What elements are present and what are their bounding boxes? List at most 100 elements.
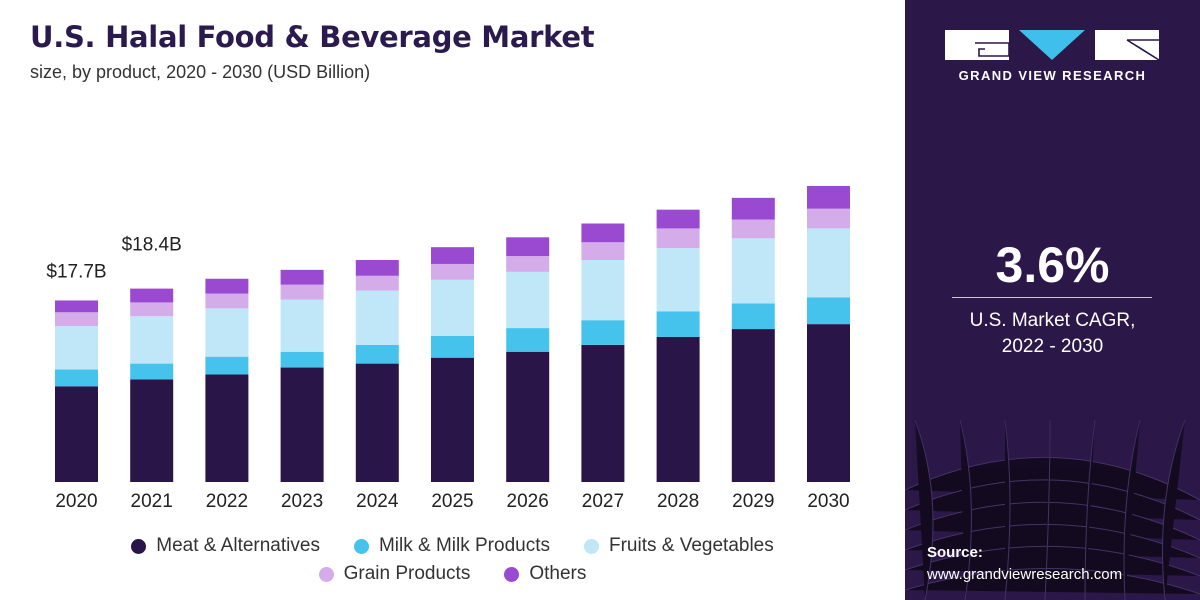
chart-panel: U.S. Halal Food & Beverage Market size, … xyxy=(0,20,905,588)
bar-segment-2025-meat xyxy=(431,357,474,482)
bar-segment-2027-others xyxy=(581,223,625,243)
cagr-value: 3.6% xyxy=(995,237,1110,293)
bar-segment-2020-others xyxy=(55,300,98,313)
bar-segment-2024-others xyxy=(355,260,399,276)
bar-segment-2022-meat xyxy=(205,374,249,482)
bar-segment-2023-grain xyxy=(280,284,324,300)
bar-segment-2021-meat xyxy=(130,379,174,482)
bar-segment-2022-grain xyxy=(205,293,249,309)
cagr-divider xyxy=(952,297,1152,298)
legend-swatch-meat xyxy=(131,538,147,554)
bar-segment-2027-grain xyxy=(581,242,625,260)
page-title: U.S. Halal Food & Beverage Market xyxy=(30,20,595,54)
bar-segment-2027-meat xyxy=(581,344,625,482)
bar-segment-2020-grain xyxy=(55,312,98,327)
bar-segment-2023-fruits xyxy=(280,299,324,352)
grid-decoration xyxy=(905,300,1200,600)
legend-item-grain: Grain Products xyxy=(318,563,471,585)
data-label-2021: $18.4B xyxy=(122,235,182,256)
bar-segment-2029-meat xyxy=(731,329,775,482)
legend-swatch-milk xyxy=(353,538,369,554)
bar-segment-2028-fruits xyxy=(656,248,700,312)
bar-segment-2027-fruits xyxy=(581,260,625,321)
legend-row-2: Grain Products Others xyxy=(0,560,905,588)
legend-swatch-grain xyxy=(318,566,334,582)
bar-segment-2030-milk xyxy=(807,297,850,325)
legend-label-milk: Milk & Milk Products xyxy=(378,535,550,556)
bar-segment-2024-grain xyxy=(355,275,399,291)
bar-segment-2029-others xyxy=(731,197,775,220)
x-tick-label-2028: 2028 xyxy=(657,491,699,512)
bar-segment-2020-fruits xyxy=(55,326,98,370)
bar-segment-2021-grain xyxy=(130,302,174,317)
legend-swatch-fruits xyxy=(583,538,599,554)
bar-segment-2029-grain xyxy=(731,219,775,239)
bar-segment-2022-milk xyxy=(205,356,249,375)
x-tick-label-2026: 2026 xyxy=(507,491,549,512)
source-link[interactable]: www.grandviewresearch.com xyxy=(927,566,1123,583)
brand-name: GRAND VIEW RESEARCH xyxy=(958,68,1147,83)
bar-segment-2023-others xyxy=(280,269,324,285)
bar-segment-2021-others xyxy=(130,288,174,303)
bar-segment-2022-others xyxy=(205,278,249,294)
x-tick-label-2024: 2024 xyxy=(356,491,399,512)
legend-label-grain: Grain Products xyxy=(343,563,471,584)
x-tick-label-2025: 2025 xyxy=(431,491,473,512)
cagr-label-line-2: 2022 - 2030 xyxy=(1001,336,1104,357)
bar-segment-2029-fruits xyxy=(731,238,775,304)
bar-segment-2022-fruits xyxy=(205,308,249,357)
legend-label-fruits: Fruits & Vegetables xyxy=(608,535,774,556)
bar-segment-2030-meat xyxy=(807,324,850,482)
bar-segment-2020-meat xyxy=(55,386,98,482)
bar-segment-2026-fruits xyxy=(506,271,550,329)
legend-item-milk: Milk & Milk Products xyxy=(353,535,550,557)
bar-segment-2028-grain xyxy=(656,228,700,249)
bar-segment-2025-fruits xyxy=(431,279,474,336)
legend-item-meat: Meat & Alternatives xyxy=(131,535,320,557)
x-tick-label-2022: 2022 xyxy=(206,491,248,512)
bar-segment-2023-milk xyxy=(280,351,324,368)
bar-segment-2021-milk xyxy=(130,363,174,380)
x-tick-label-2029: 2029 xyxy=(732,491,774,512)
x-tick-label-2030: 2030 xyxy=(807,491,849,512)
bar-segment-2028-milk xyxy=(656,311,700,337)
x-tick-label-2027: 2027 xyxy=(582,491,624,512)
bar-segment-2026-milk xyxy=(506,328,550,352)
bar-segment-2024-fruits xyxy=(355,290,399,345)
x-tick-label-2021: 2021 xyxy=(131,491,173,512)
legend-item-others: Others xyxy=(504,563,586,585)
bar-segment-2025-grain xyxy=(431,263,474,280)
legend-label-others: Others xyxy=(529,563,587,584)
bar-segment-2027-milk xyxy=(581,320,625,345)
bar-segment-2023-meat xyxy=(280,367,324,482)
x-tick-label-2020: 2020 xyxy=(55,491,97,512)
cagr-label: U.S. Market CAGR, 2022 - 2030 xyxy=(905,308,1200,360)
bar-segment-2020-milk xyxy=(55,369,98,387)
source-label: Source: xyxy=(927,544,983,561)
chart-subtitle: size, by product, 2020 - 2030 (USD Billi… xyxy=(30,62,371,82)
bar-segment-2024-milk xyxy=(355,344,399,364)
cagr-label-line-1: U.S. Market CAGR, xyxy=(969,310,1136,331)
bar-segment-2028-others xyxy=(656,209,700,229)
x-tick-label-2023: 2023 xyxy=(281,491,323,512)
bar-segment-2025-others xyxy=(431,247,474,264)
bar-segment-2026-grain xyxy=(506,256,550,272)
bar-segment-2030-others xyxy=(807,186,850,209)
chart-legend: Meat & Alternatives Milk & Milk Products… xyxy=(0,532,905,588)
legend-label-meat: Meat & Alternatives xyxy=(156,535,320,556)
legend-swatch-others xyxy=(504,566,520,582)
bar-segment-2021-fruits xyxy=(130,316,174,364)
gvr-logo-icon xyxy=(945,30,1160,61)
legend-row-1: Meat & Alternatives Milk & Milk Products… xyxy=(0,532,905,560)
info-panel: GRAND VIEW RESEARCH 3.6% U.S. Market CAG… xyxy=(905,0,1200,600)
bar-segment-2024-meat xyxy=(355,363,399,482)
bar-segment-2030-fruits xyxy=(807,228,850,298)
data-label-2020: $17.7B xyxy=(46,261,106,282)
bar-segment-2030-grain xyxy=(807,208,850,229)
bar-segment-2026-others xyxy=(506,237,550,257)
bar-segment-2028-meat xyxy=(656,336,700,482)
bar-segment-2025-milk xyxy=(431,335,474,358)
legend-item-fruits: Fruits & Vegetables xyxy=(583,535,774,557)
bar-segment-2029-milk xyxy=(731,303,775,330)
stacked-bar-chart: 2020 $17.7B 2021 $18.4B 2022 2023 2024 2025 2026… xyxy=(46,186,850,512)
